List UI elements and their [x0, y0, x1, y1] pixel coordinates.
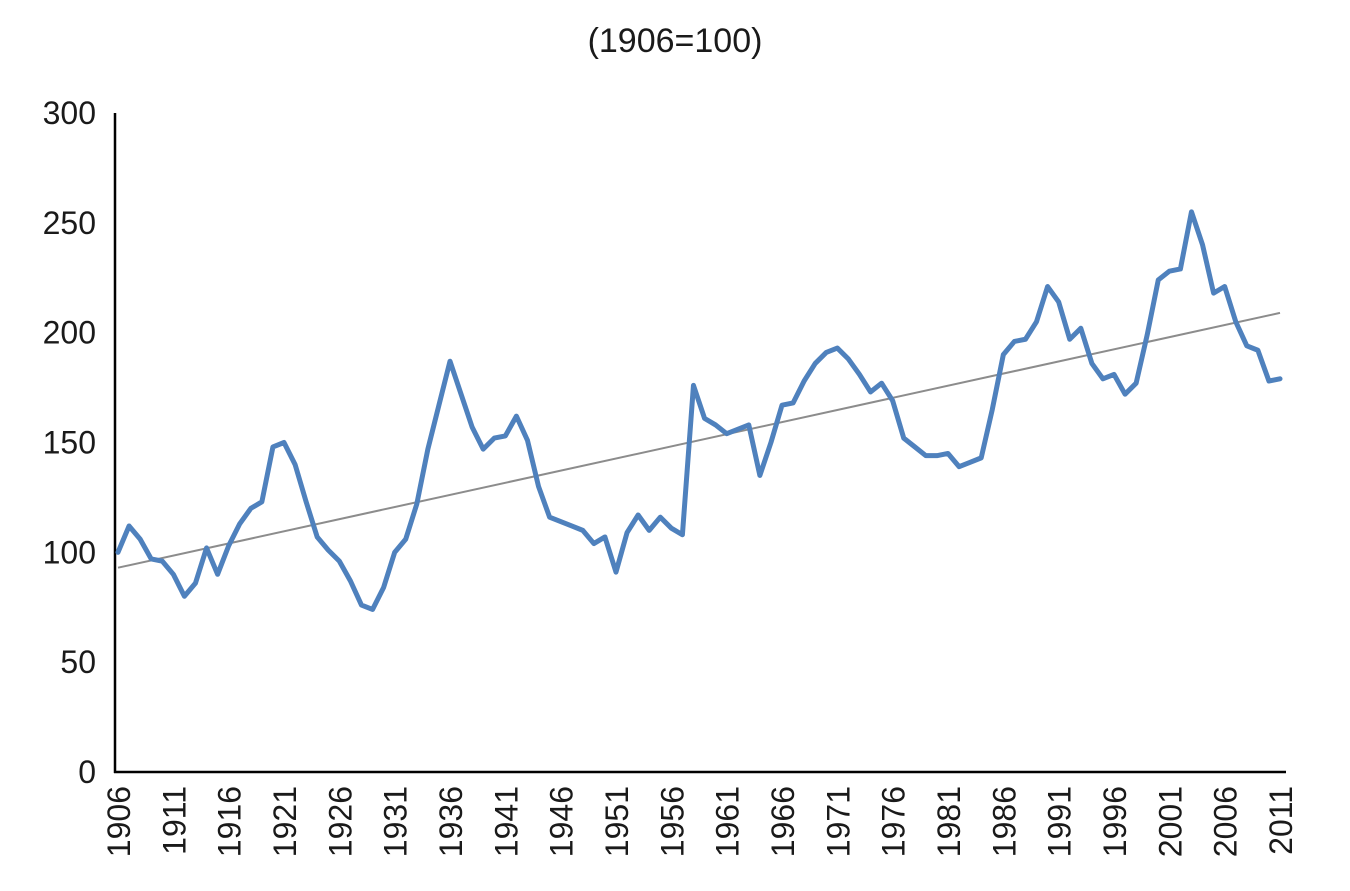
y-tick-label: 150: [43, 425, 96, 461]
x-tick-label: 1921: [267, 786, 303, 857]
x-tick-label: 1926: [322, 786, 358, 857]
x-tick-label: 1986: [986, 786, 1022, 857]
x-tick-label: 1951: [599, 786, 635, 857]
x-tick-label: 2006: [1208, 786, 1244, 857]
x-tick-label: 1956: [654, 786, 690, 857]
y-tick-label: 300: [43, 95, 96, 131]
y-tick-label: 0: [78, 754, 96, 790]
x-tick-label: 1966: [765, 786, 801, 857]
x-tick-label: 1971: [820, 786, 856, 857]
x-tick-label: 1946: [544, 786, 580, 857]
x-tick-label: 2011: [1263, 786, 1299, 855]
data-series-line: [115, 209, 1283, 612]
x-tick-label: 1961: [710, 786, 746, 857]
y-axis-tick-labels: 0 50 100 150 200 250 300: [43, 95, 96, 790]
x-tick-label: 1976: [876, 786, 912, 857]
x-tick-label: 1931: [378, 786, 414, 857]
x-tick-label: 1991: [1042, 786, 1078, 857]
chart-title: (1906=100): [587, 22, 763, 60]
x-axis-tick-labels: 1906 1911 1916 1921 1926 1931 1936 1941 1946 1951…: [101, 786, 1299, 857]
x-tick-label: 1936: [433, 786, 469, 857]
x-tick-label: 1916: [212, 786, 248, 857]
y-tick-label: 100: [43, 534, 96, 570]
y-tick-label: 200: [43, 315, 96, 351]
x-tick-label: 2001: [1152, 786, 1188, 857]
y-tick-label: 250: [43, 205, 96, 241]
x-tick-label: 1941: [488, 786, 524, 857]
x-tick-label: 1981: [931, 786, 967, 857]
y-tick-label: 50: [60, 644, 96, 680]
trend-line: [117, 311, 1281, 569]
x-tick-label: 1911: [156, 786, 192, 855]
x-tick-label: 1996: [1097, 786, 1133, 857]
x-tick-label: 1906: [101, 786, 137, 857]
